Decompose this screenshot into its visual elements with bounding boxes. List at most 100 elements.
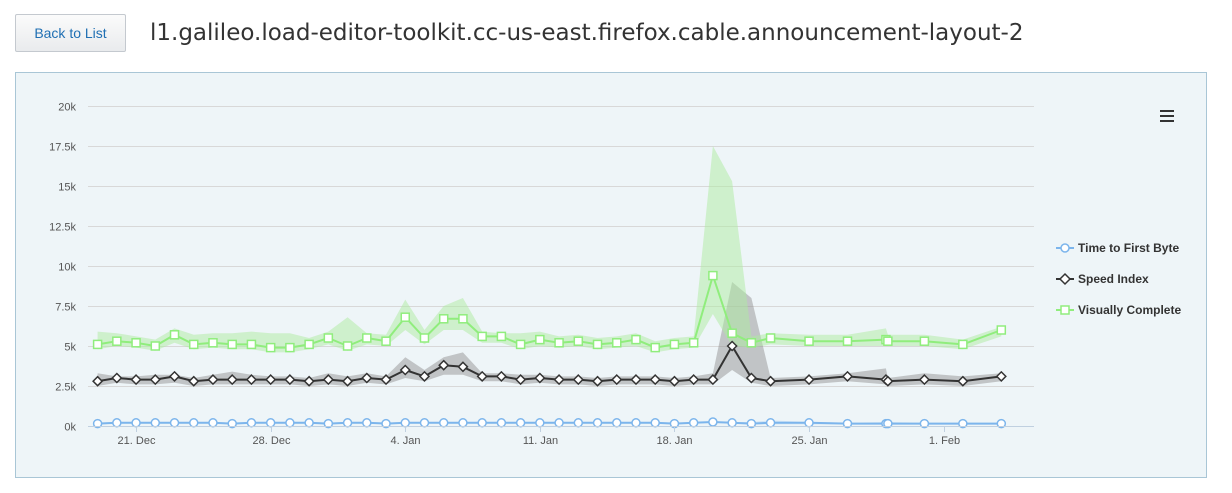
data-point: [111, 372, 123, 384]
data-point: [765, 333, 776, 343]
chart-menu-icon[interactable]: [1156, 105, 1178, 127]
data-point: [400, 418, 411, 428]
x-tick-label: 4. Jan: [391, 435, 421, 447]
data-point: [746, 418, 757, 429]
line-layer: [97, 274, 1002, 425]
axis-layer: 0k 2.5k 5k 7.5k 10k 12.5k 15k 17.5k 20k 21. Dec 28…: [49, 102, 1034, 447]
data-point: [419, 333, 430, 343]
y-tick-label: 15k: [58, 182, 76, 194]
data-point: [418, 370, 431, 382]
data-point: [650, 342, 660, 353]
data-point: [226, 374, 238, 386]
data-point: [842, 336, 853, 346]
data-point: [496, 418, 507, 428]
data-point: [707, 374, 719, 386]
data-point: [803, 374, 815, 386]
data-point: [438, 314, 449, 324]
data-point: [534, 372, 546, 384]
data-point: [131, 338, 141, 348]
page-title: l1.galileo.load-editor-toolkit.cc-us-eas…: [150, 20, 1024, 46]
data-point: [496, 331, 507, 342]
data-point: [727, 418, 737, 428]
data-point: [958, 339, 968, 350]
data-point: [554, 418, 564, 428]
data-point: [285, 342, 295, 353]
data-point: [996, 418, 1007, 429]
data-point: [150, 341, 161, 351]
data-point: [535, 334, 545, 345]
data-point: [554, 338, 564, 348]
data-point: [495, 370, 507, 382]
y-tick-label: 17.5k: [49, 142, 76, 154]
data-point: [592, 418, 603, 428]
data-point: [477, 331, 487, 342]
legend-square-icon: [1056, 305, 1074, 315]
data-point: [303, 375, 315, 387]
data-point: [745, 372, 757, 384]
data-point: [399, 364, 411, 376]
data-point: [208, 418, 218, 428]
data-point: [765, 375, 777, 387]
data-point: [342, 341, 353, 351]
x-tick-label: 21. Dec: [118, 435, 156, 447]
range-band: [97, 146, 1002, 353]
data-point: [362, 418, 372, 428]
back-to-list-button[interactable]: Back to List: [15, 14, 126, 52]
data-point: [688, 418, 699, 428]
data-point: [708, 417, 718, 427]
data-point: [592, 339, 603, 350]
data-point: [765, 418, 776, 428]
data-point: [246, 339, 257, 350]
data-point: [245, 374, 257, 386]
data-point: [457, 361, 469, 373]
data-point: [882, 375, 894, 387]
data-point: [476, 370, 488, 382]
data-point: [112, 418, 122, 428]
data-point: [362, 333, 372, 343]
data-point: [131, 418, 141, 428]
data-point: [92, 375, 104, 387]
data-point: [322, 374, 334, 386]
data-point: [169, 418, 180, 428]
data-point: [168, 370, 181, 382]
data-point: [284, 374, 296, 386]
data-point: [381, 418, 391, 429]
data-point: [918, 374, 930, 386]
y-tick-label: 12.5k: [49, 222, 76, 234]
data-point: [189, 418, 199, 428]
data-point: [572, 374, 584, 386]
data-point: [208, 338, 218, 348]
data-point: [611, 374, 623, 386]
data-point: [189, 339, 199, 350]
data-point: [112, 336, 122, 346]
x-tick-label: 18. Jan: [656, 435, 692, 447]
data-point: [883, 336, 893, 346]
y-tick-label: 5k: [64, 342, 76, 354]
legend-circle-icon: [1056, 243, 1074, 253]
data-point: [612, 338, 622, 348]
data-point: [841, 370, 854, 382]
data-point: [727, 328, 737, 338]
data-point: [804, 336, 814, 346]
data-point: [631, 334, 641, 345]
data-point: [957, 375, 969, 387]
chart-svg: 0k 2.5k 5k 7.5k 10k 12.5k 15k 17.5k 20k 21. Dec 28…: [49, 102, 1034, 447]
data-point: [804, 418, 814, 428]
data-point: [650, 418, 660, 428]
data-point: [265, 342, 276, 353]
data-point: [438, 418, 449, 428]
data-point: [130, 374, 142, 386]
data-point: [438, 359, 450, 371]
data-point: [265, 418, 276, 428]
data-point: [515, 374, 527, 386]
marker-layer: [92, 270, 1007, 429]
data-point: [304, 418, 314, 428]
data-point: [573, 418, 584, 428]
data-point: [842, 418, 853, 429]
legend-diamond-icon: [1056, 272, 1074, 286]
y-tick-label: 10k: [58, 262, 76, 274]
data-point: [591, 375, 604, 387]
y-tick-label: 0k: [64, 422, 76, 434]
data-point: [515, 418, 526, 428]
data-point: [342, 418, 353, 428]
